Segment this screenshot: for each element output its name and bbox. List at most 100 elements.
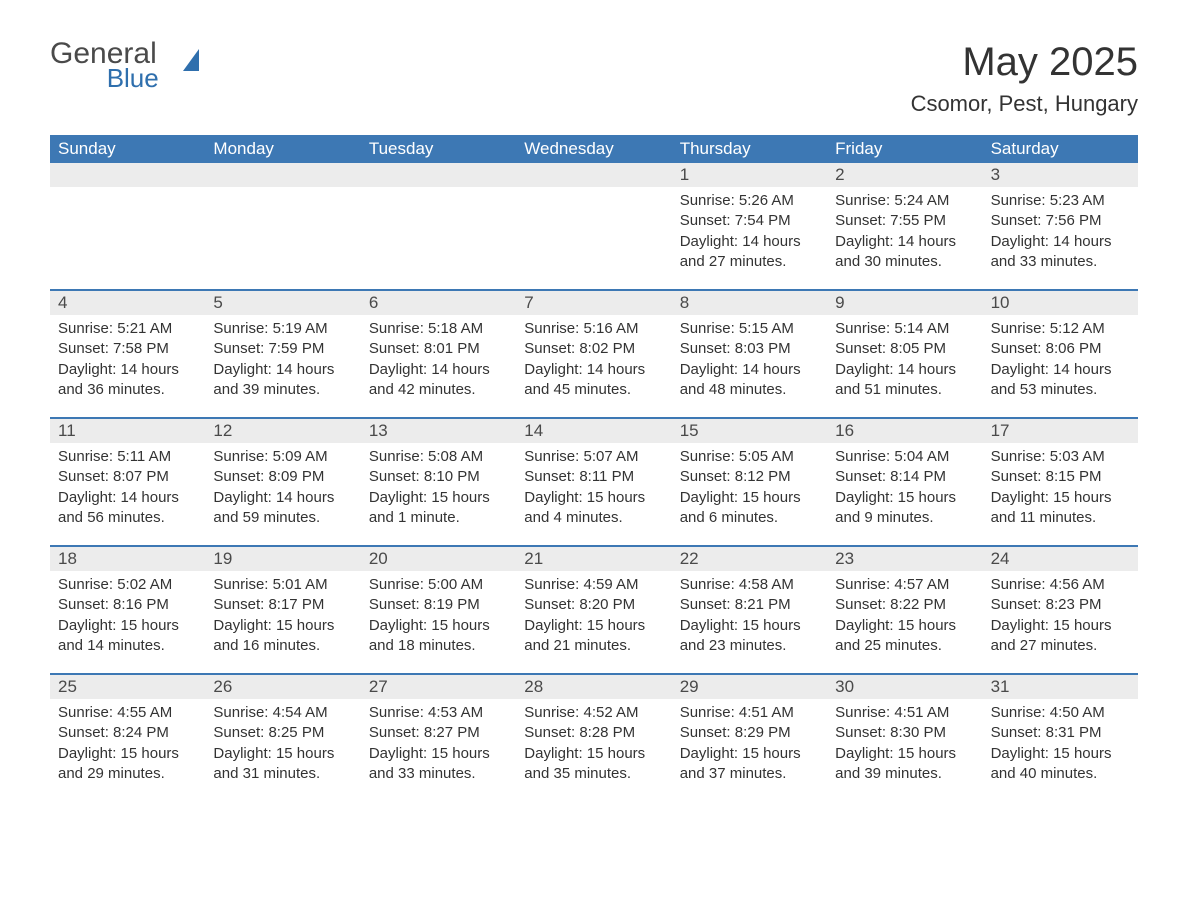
day-body: Sunrise: 5:07 AMSunset: 8:11 PMDaylight:… (516, 443, 671, 536)
daylight-text: Daylight: 14 hours and 45 minutes. (524, 360, 663, 401)
day-cell (50, 163, 205, 289)
day-number: 1 (672, 163, 827, 187)
sunset-text: Sunset: 8:21 PM (680, 595, 819, 615)
week-row: 11Sunrise: 5:11 AMSunset: 8:07 PMDayligh… (50, 417, 1138, 545)
sunrise-text: Sunrise: 5:15 AM (680, 319, 819, 339)
day-number: 28 (516, 675, 671, 699)
day-cell: 26Sunrise: 4:54 AMSunset: 8:25 PMDayligh… (205, 675, 360, 801)
day-body: Sunrise: 5:11 AMSunset: 8:07 PMDaylight:… (50, 443, 205, 536)
day-body: Sunrise: 4:52 AMSunset: 8:28 PMDaylight:… (516, 699, 671, 792)
week-row: 1Sunrise: 5:26 AMSunset: 7:54 PMDaylight… (50, 163, 1138, 289)
day-cell: 5Sunrise: 5:19 AMSunset: 7:59 PMDaylight… (205, 291, 360, 417)
logo: General Blue (50, 40, 199, 90)
day-body: Sunrise: 5:14 AMSunset: 8:05 PMDaylight:… (827, 315, 982, 408)
day-body: Sunrise: 4:54 AMSunset: 8:25 PMDaylight:… (205, 699, 360, 792)
daylight-text: Daylight: 14 hours and 42 minutes. (369, 360, 508, 401)
day-body: Sunrise: 5:04 AMSunset: 8:14 PMDaylight:… (827, 443, 982, 536)
sunrise-text: Sunrise: 4:57 AM (835, 575, 974, 595)
day-number: 9 (827, 291, 982, 315)
day-body: Sunrise: 4:58 AMSunset: 8:21 PMDaylight:… (672, 571, 827, 664)
sunset-text: Sunset: 8:29 PM (680, 723, 819, 743)
day-number: 18 (50, 547, 205, 571)
sunrise-text: Sunrise: 5:18 AM (369, 319, 508, 339)
week-row: 18Sunrise: 5:02 AMSunset: 8:16 PMDayligh… (50, 545, 1138, 673)
daylight-text: Daylight: 15 hours and 29 minutes. (58, 744, 197, 785)
day-number: 20 (361, 547, 516, 571)
sunset-text: Sunset: 8:25 PM (213, 723, 352, 743)
day-cell: 9Sunrise: 5:14 AMSunset: 8:05 PMDaylight… (827, 291, 982, 417)
daylight-text: Daylight: 14 hours and 33 minutes. (991, 232, 1130, 273)
sunrise-text: Sunrise: 5:04 AM (835, 447, 974, 467)
daylight-text: Daylight: 14 hours and 56 minutes. (58, 488, 197, 529)
day-cell: 12Sunrise: 5:09 AMSunset: 8:09 PMDayligh… (205, 419, 360, 545)
sunset-text: Sunset: 8:03 PM (680, 339, 819, 359)
sunset-text: Sunset: 8:16 PM (58, 595, 197, 615)
day-cell: 30Sunrise: 4:51 AMSunset: 8:30 PMDayligh… (827, 675, 982, 801)
sunrise-text: Sunrise: 5:12 AM (991, 319, 1130, 339)
day-number: 11 (50, 419, 205, 443)
sunrise-text: Sunrise: 4:51 AM (680, 703, 819, 723)
sunrise-text: Sunrise: 5:02 AM (58, 575, 197, 595)
sunset-text: Sunset: 8:09 PM (213, 467, 352, 487)
day-body: Sunrise: 5:23 AMSunset: 7:56 PMDaylight:… (983, 187, 1138, 280)
day-number: 4 (50, 291, 205, 315)
daylight-text: Daylight: 15 hours and 31 minutes. (213, 744, 352, 785)
sunrise-text: Sunrise: 5:00 AM (369, 575, 508, 595)
sunset-text: Sunset: 7:59 PM (213, 339, 352, 359)
daylight-text: Daylight: 15 hours and 16 minutes. (213, 616, 352, 657)
logo-flag-icon (161, 49, 199, 82)
day-cell (205, 163, 360, 289)
sunset-text: Sunset: 8:19 PM (369, 595, 508, 615)
daylight-text: Daylight: 15 hours and 14 minutes. (58, 616, 197, 657)
day-number: 21 (516, 547, 671, 571)
daylight-text: Daylight: 14 hours and 39 minutes. (213, 360, 352, 401)
daylight-text: Daylight: 14 hours and 53 minutes. (991, 360, 1130, 401)
day-cell: 24Sunrise: 4:56 AMSunset: 8:23 PMDayligh… (983, 547, 1138, 673)
sunrise-text: Sunrise: 5:03 AM (991, 447, 1130, 467)
sunrise-text: Sunrise: 4:55 AM (58, 703, 197, 723)
sunrise-text: Sunrise: 4:58 AM (680, 575, 819, 595)
sunrise-text: Sunrise: 5:05 AM (680, 447, 819, 467)
sunrise-text: Sunrise: 5:16 AM (524, 319, 663, 339)
day-body: Sunrise: 5:18 AMSunset: 8:01 PMDaylight:… (361, 315, 516, 408)
dow-thursday: Thursday (672, 135, 827, 163)
sunrise-text: Sunrise: 5:07 AM (524, 447, 663, 467)
daylight-text: Daylight: 15 hours and 6 minutes. (680, 488, 819, 529)
daylight-text: Daylight: 15 hours and 21 minutes. (524, 616, 663, 657)
day-body: Sunrise: 5:02 AMSunset: 8:16 PMDaylight:… (50, 571, 205, 664)
day-number (205, 163, 360, 187)
header: General Blue May 2025 Csomor, Pest, Hung… (50, 40, 1138, 117)
sunrise-text: Sunrise: 4:51 AM (835, 703, 974, 723)
day-number: 7 (516, 291, 671, 315)
day-cell: 7Sunrise: 5:16 AMSunset: 8:02 PMDaylight… (516, 291, 671, 417)
sunset-text: Sunset: 8:22 PM (835, 595, 974, 615)
sunset-text: Sunset: 8:24 PM (58, 723, 197, 743)
day-cell: 31Sunrise: 4:50 AMSunset: 8:31 PMDayligh… (983, 675, 1138, 801)
day-body: Sunrise: 5:08 AMSunset: 8:10 PMDaylight:… (361, 443, 516, 536)
day-number: 16 (827, 419, 982, 443)
day-cell: 3Sunrise: 5:23 AMSunset: 7:56 PMDaylight… (983, 163, 1138, 289)
title-block: May 2025 Csomor, Pest, Hungary (911, 40, 1138, 117)
day-body: Sunrise: 4:56 AMSunset: 8:23 PMDaylight:… (983, 571, 1138, 664)
day-number: 13 (361, 419, 516, 443)
day-number: 25 (50, 675, 205, 699)
day-number: 2 (827, 163, 982, 187)
sunrise-text: Sunrise: 5:08 AM (369, 447, 508, 467)
day-of-week-header: Sunday Monday Tuesday Wednesday Thursday… (50, 135, 1138, 163)
daylight-text: Daylight: 15 hours and 18 minutes. (369, 616, 508, 657)
day-cell: 16Sunrise: 5:04 AMSunset: 8:14 PMDayligh… (827, 419, 982, 545)
day-body: Sunrise: 4:51 AMSunset: 8:29 PMDaylight:… (672, 699, 827, 792)
daylight-text: Daylight: 15 hours and 23 minutes. (680, 616, 819, 657)
dow-sunday: Sunday (50, 135, 205, 163)
daylight-text: Daylight: 15 hours and 39 minutes. (835, 744, 974, 785)
sunrise-text: Sunrise: 4:52 AM (524, 703, 663, 723)
day-number: 24 (983, 547, 1138, 571)
dow-friday: Friday (827, 135, 982, 163)
logo-word-blue: Blue (107, 67, 159, 90)
day-cell: 20 Sunrise: 5:00 AMSunset: 8:19 PMDayligh… (361, 547, 516, 673)
day-number: 5 (205, 291, 360, 315)
daylight-text: Daylight: 15 hours and 33 minutes. (369, 744, 508, 785)
day-number (50, 163, 205, 187)
daylight-text: Daylight: 15 hours and 27 minutes. (991, 616, 1130, 657)
day-body: Sunrise: 4:57 AMSunset: 8:22 PMDaylight:… (827, 571, 982, 664)
